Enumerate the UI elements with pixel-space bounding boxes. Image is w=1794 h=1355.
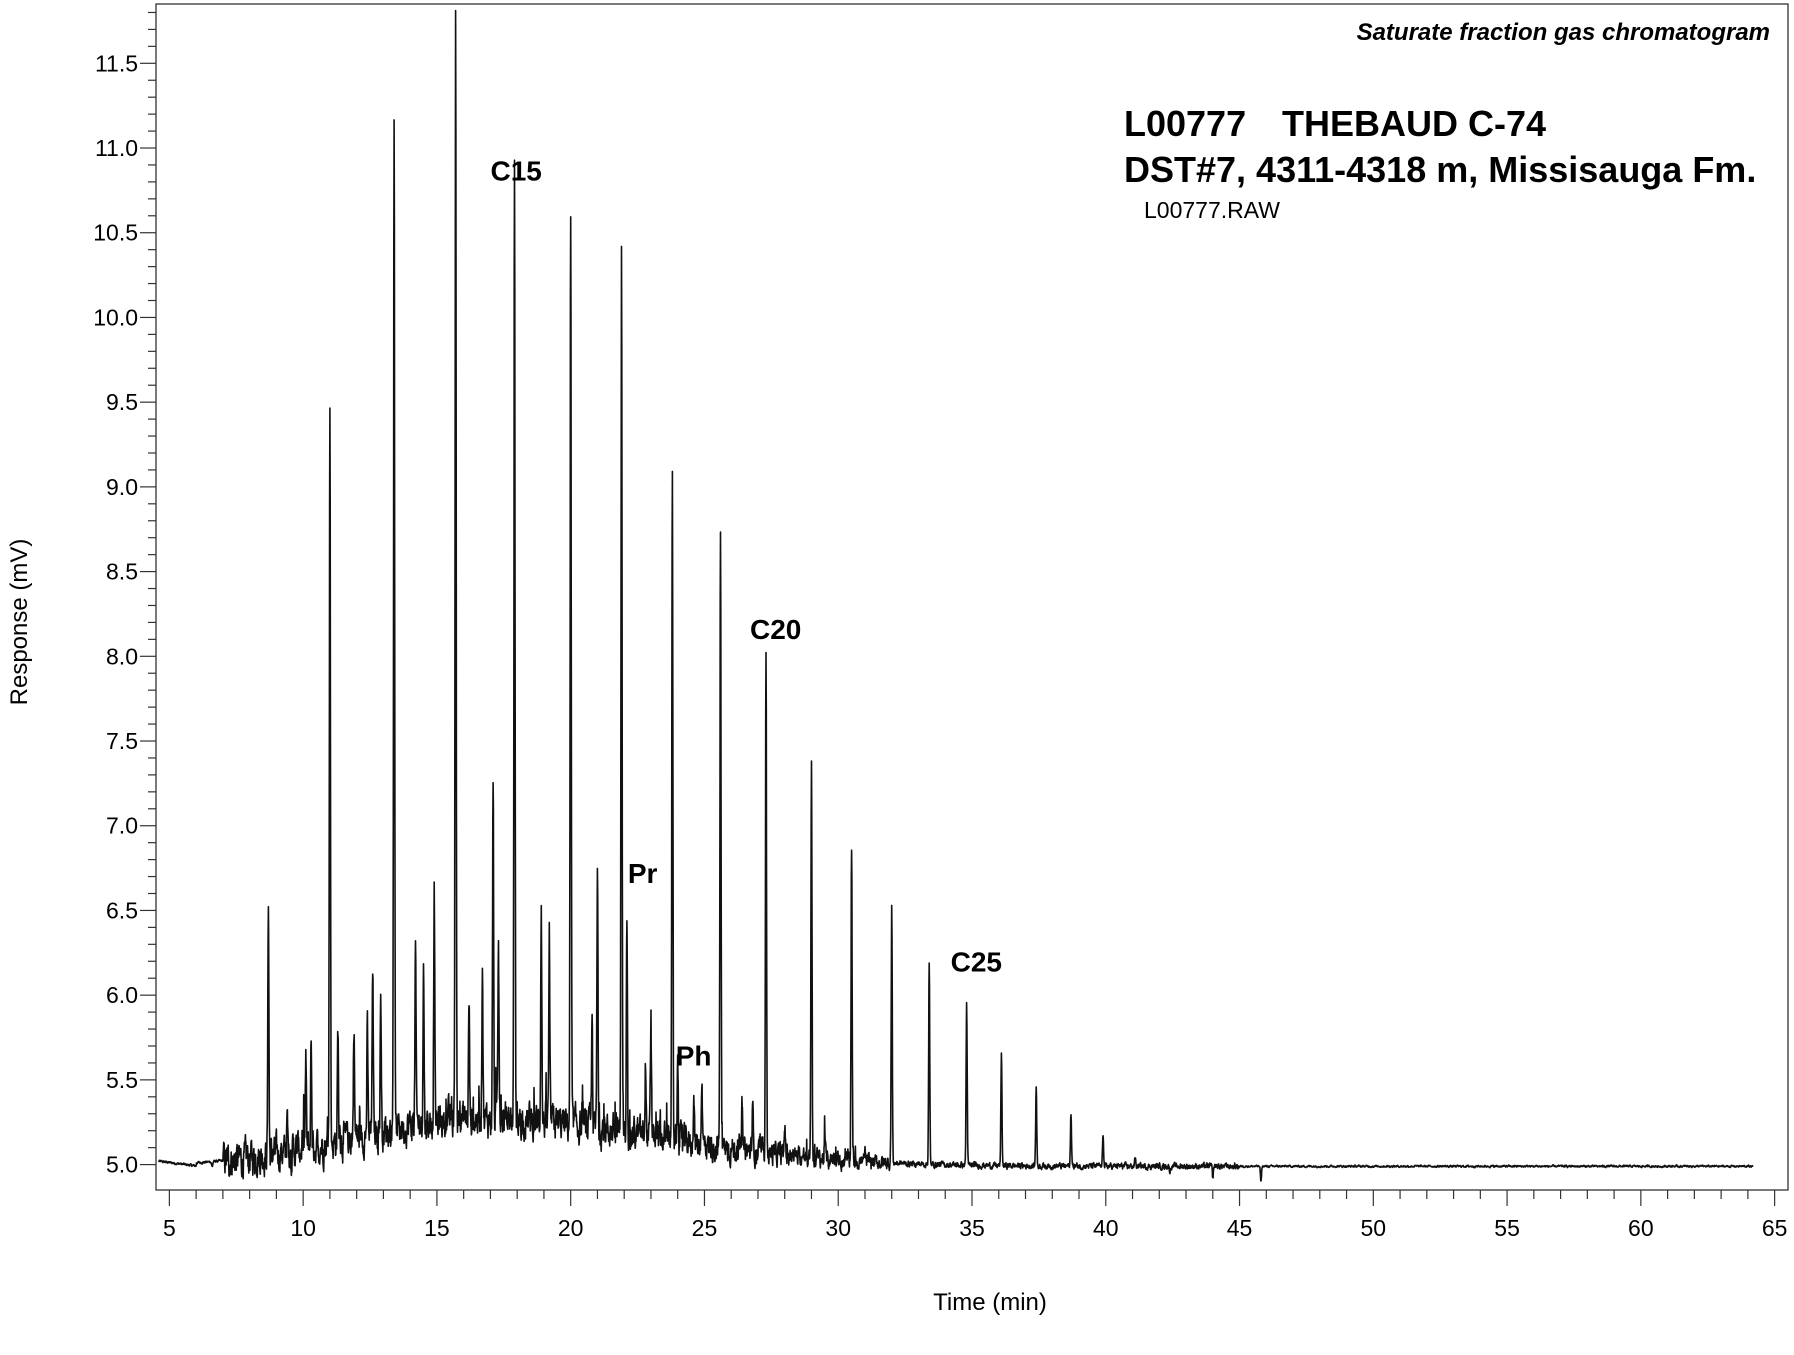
y-tick-label: 11.5: [95, 50, 138, 76]
test-interval: DST#7, 4311-4318 m, Missisauga Fm.: [1124, 149, 1756, 190]
peak-label-ph: Ph: [676, 1040, 712, 1071]
x-tick-label: 10: [290, 1215, 316, 1241]
y-tick-label: 9.0: [106, 474, 138, 500]
y-tick-label: 9.5: [106, 389, 138, 415]
chromatogram-trace: [157, 9, 1754, 1182]
y-axis: 5.0 5.5 6.0 6.5 7.0 7.5 8.0 8.5 9.0 9.5 10.0 10.5 11…: [93, 11, 156, 1178]
x-tick-label: 60: [1628, 1215, 1654, 1241]
x-tick-label: 35: [959, 1215, 985, 1241]
peak-labels: C15 Pr C20 Ph C25: [491, 155, 1003, 1071]
y-tick-label: 10.0: [93, 304, 138, 330]
x-tick-label: 20: [558, 1215, 584, 1241]
x-tick-label: 40: [1093, 1215, 1119, 1241]
peak-label-pr: Pr: [628, 858, 658, 889]
chart-title: Saturate fraction gas chromatogram: [1357, 19, 1770, 46]
x-tick-label: 25: [692, 1215, 718, 1241]
peak-label-c15: C15: [491, 155, 542, 186]
y-tick-label: 11.0: [95, 135, 138, 161]
x-tick-label: 30: [825, 1215, 851, 1241]
y-tick-label: 10.5: [93, 220, 138, 246]
y-axis-label: Response (mV): [6, 539, 33, 706]
x-tick-label: 5: [163, 1215, 176, 1241]
y-tick-label: 7.5: [106, 728, 138, 754]
x-tick-label: 50: [1361, 1215, 1387, 1241]
y-tick-label: 5.5: [106, 1067, 138, 1093]
x-tick-label: 55: [1494, 1215, 1520, 1241]
y-tick-label: 6.5: [106, 897, 138, 923]
y-tick-label: 5.0: [106, 1152, 138, 1178]
x-tick-label: 15: [424, 1215, 450, 1241]
x-tick-label: 45: [1227, 1215, 1253, 1241]
peak-label-c25: C25: [951, 946, 1002, 977]
sample-id: L00777: [1124, 103, 1246, 144]
peak-label-c20: C20: [750, 614, 801, 645]
x-axis-label: Time (min): [933, 1289, 1047, 1316]
y-tick-label: 8.5: [106, 559, 138, 585]
raw-file-name: L00777.RAW: [1144, 197, 1280, 223]
y-tick-label: 6.0: [106, 982, 138, 1008]
x-axis: 5 10 15 20 25 30 35 40 45 50 55 60 65: [163, 1190, 1787, 1241]
well-name: THEBAUD C-74: [1282, 103, 1546, 144]
x-tick-label: 65: [1762, 1215, 1788, 1241]
y-tick-label: 8.0: [106, 643, 138, 669]
y-tick-label: 7.0: [106, 813, 138, 839]
